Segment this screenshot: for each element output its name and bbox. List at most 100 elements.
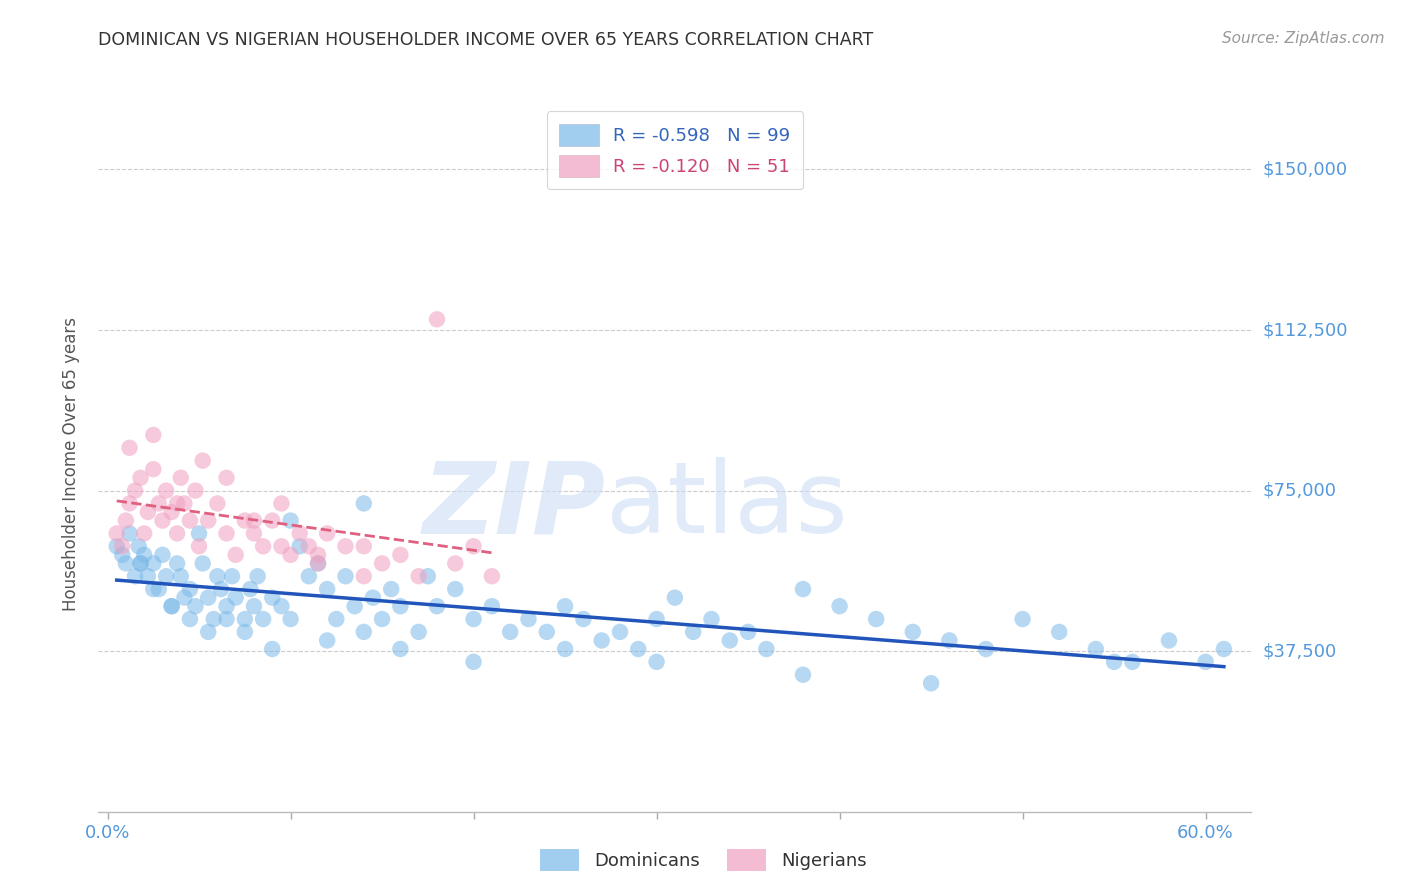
Point: [792, 582, 814, 596]
Text: DOMINICAN VS NIGERIAN HOUSEHOLDER INCOME OVER 65 YEARS CORRELATION CHART: DOMINICAN VS NIGERIAN HOUSEHOLDER INCOME…: [98, 31, 873, 49]
Point: [288, 539, 311, 553]
Point: [155, 569, 177, 583]
Point: [536, 624, 558, 639]
Point: [353, 569, 375, 583]
Point: [262, 642, 284, 657]
Point: [188, 526, 211, 541]
Point: [444, 582, 467, 596]
Point: [148, 582, 170, 596]
Point: [307, 557, 329, 571]
Point: [111, 539, 134, 553]
Point: [148, 496, 170, 510]
Point: [134, 526, 156, 541]
Point: [225, 591, 247, 605]
Y-axis label: Householder Income Over 65 years: Householder Income Over 65 years: [62, 317, 80, 611]
Point: [380, 582, 402, 596]
Point: [280, 612, 302, 626]
Point: [316, 582, 339, 596]
Point: [243, 514, 266, 528]
Point: [270, 496, 292, 510]
Point: [166, 496, 188, 510]
Point: [233, 612, 256, 626]
Point: [1157, 633, 1180, 648]
Point: [444, 557, 467, 571]
Point: [371, 612, 394, 626]
Point: [389, 599, 412, 614]
Point: [160, 599, 183, 614]
Point: [353, 539, 375, 553]
Point: [129, 557, 152, 571]
Point: [128, 539, 150, 553]
Text: $150,000: $150,000: [1263, 161, 1347, 178]
Point: [755, 642, 778, 657]
Point: [215, 471, 238, 485]
Point: [408, 569, 430, 583]
Point: [142, 557, 165, 571]
Point: [184, 599, 207, 614]
Point: [233, 624, 256, 639]
Point: [170, 569, 193, 583]
Point: [215, 612, 238, 626]
Point: [361, 591, 384, 605]
Point: [197, 514, 219, 528]
Point: [173, 591, 195, 605]
Point: [481, 599, 503, 614]
Point: [160, 505, 183, 519]
Point: [179, 514, 201, 528]
Point: [215, 526, 238, 541]
Text: Source: ZipAtlas.com: Source: ZipAtlas.com: [1222, 31, 1385, 46]
Point: [792, 667, 814, 681]
Point: [463, 655, 485, 669]
Point: [335, 539, 357, 553]
Point: [288, 526, 311, 541]
Point: [307, 557, 329, 571]
Point: [974, 642, 997, 657]
Legend: R = -0.598   N = 99, R = -0.120   N = 51: R = -0.598 N = 99, R = -0.120 N = 51: [547, 112, 803, 189]
Point: [207, 496, 229, 510]
Point: [111, 548, 134, 562]
Point: [664, 591, 686, 605]
Point: [408, 624, 430, 639]
Point: [152, 514, 174, 528]
Point: [142, 462, 165, 476]
Point: [191, 557, 214, 571]
Point: [1102, 655, 1125, 669]
Point: [209, 582, 232, 596]
Point: [129, 471, 152, 485]
Point: [316, 526, 339, 541]
Point: [463, 539, 485, 553]
Point: [105, 539, 128, 553]
Point: [179, 612, 201, 626]
Point: [335, 569, 357, 583]
Point: [136, 569, 159, 583]
Point: [591, 633, 613, 648]
Point: [105, 526, 128, 541]
Point: [142, 582, 165, 596]
Point: [280, 514, 302, 528]
Point: [142, 428, 165, 442]
Point: [316, 633, 339, 648]
Point: [307, 548, 329, 562]
Text: $75,000: $75,000: [1263, 482, 1337, 500]
Point: [737, 624, 759, 639]
Point: [554, 599, 576, 614]
Text: atlas: atlas: [606, 457, 848, 554]
Point: [389, 548, 412, 562]
Point: [416, 569, 439, 583]
Point: [152, 548, 174, 562]
Point: [426, 599, 449, 614]
Text: $37,500: $37,500: [1263, 642, 1337, 660]
Point: [609, 624, 631, 639]
Point: [627, 642, 650, 657]
Point: [134, 548, 156, 562]
Point: [481, 569, 503, 583]
Point: [270, 599, 292, 614]
Point: [371, 557, 394, 571]
Point: [129, 557, 152, 571]
Point: [645, 655, 668, 669]
Point: [124, 569, 146, 583]
Point: [353, 624, 375, 639]
Point: [463, 612, 485, 626]
Point: [166, 526, 188, 541]
Point: [118, 496, 141, 510]
